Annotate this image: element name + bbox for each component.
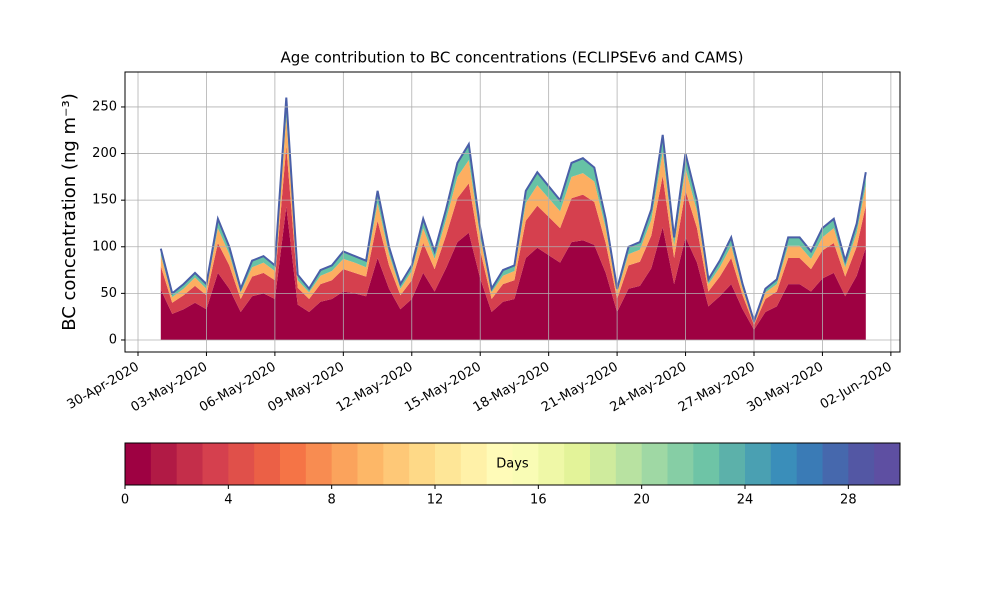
colorbar-tick-label: 4 bbox=[224, 493, 232, 508]
colorbar-swatch bbox=[848, 443, 875, 485]
colorbar-swatch bbox=[796, 443, 823, 485]
area-layer bbox=[160, 206, 866, 340]
chart-title: Age contribution to BC concentrations (E… bbox=[281, 49, 744, 67]
colorbar-swatch bbox=[409, 443, 436, 485]
x-tick-label: 02-Jun-2020 bbox=[818, 360, 895, 413]
x-tick-label: 24-May-2020 bbox=[608, 360, 690, 416]
x-tick-label: 06-May-2020 bbox=[197, 360, 279, 416]
colorbar-tick-label: 16 bbox=[530, 493, 547, 508]
colorbar-swatch bbox=[590, 443, 617, 485]
colorbar-swatch bbox=[615, 443, 643, 485]
colorbar-swatch bbox=[874, 443, 901, 485]
colorbar-swatch bbox=[254, 443, 281, 485]
colorbar-swatch bbox=[693, 443, 720, 485]
colorbar-swatch bbox=[383, 443, 410, 485]
colorbar-swatch bbox=[280, 443, 307, 485]
colorbar-tick-label: 24 bbox=[737, 493, 754, 508]
y-tick-label: 100 bbox=[92, 239, 117, 254]
x-tick-label: 30-May-2020 bbox=[745, 360, 827, 416]
y-axis-label: BC concentration (ng m⁻³) bbox=[59, 93, 80, 331]
colorbar-swatch bbox=[228, 443, 255, 485]
x-tick-label: 27-May-2020 bbox=[676, 360, 758, 416]
x-tick-label: 15-May-2020 bbox=[402, 360, 484, 416]
colorbar-swatch bbox=[822, 443, 849, 485]
colorbar-tick-label: 8 bbox=[328, 493, 336, 508]
colorbar-swatch bbox=[357, 443, 384, 485]
x-tick-label: 03-May-2020 bbox=[129, 360, 211, 416]
colorbar-swatch bbox=[150, 443, 178, 485]
colorbar-tick-label: 20 bbox=[633, 493, 650, 508]
x-tick-label: 12-May-2020 bbox=[334, 360, 416, 416]
colorbar-swatch bbox=[435, 443, 462, 485]
y-tick-label: 0 bbox=[109, 332, 117, 347]
colorbar-tick-label: 12 bbox=[427, 493, 444, 508]
y-tick-label: 200 bbox=[92, 146, 117, 161]
colorbar-swatch bbox=[486, 443, 513, 485]
colorbar-swatch bbox=[305, 443, 333, 485]
colorbar-frame bbox=[124, 442, 901, 486]
colorbar-swatch bbox=[202, 443, 229, 485]
y-tick-label: 50 bbox=[100, 286, 117, 301]
colorbar-swatch bbox=[125, 443, 152, 485]
y-tick-label: 250 bbox=[92, 99, 117, 114]
y-tick-label: 150 bbox=[92, 193, 117, 208]
colorbar-swatch bbox=[770, 443, 798, 485]
colorbar-swatch bbox=[745, 443, 772, 485]
colorbar-swatch bbox=[331, 443, 358, 485]
colorbar-swatch bbox=[176, 443, 203, 485]
top-line bbox=[159, 97, 867, 325]
colorbar-tick-label: 28 bbox=[840, 493, 857, 508]
colorbar-tick-label: 0 bbox=[121, 493, 129, 508]
colorbar-swatch bbox=[512, 443, 539, 485]
colorbar-swatch bbox=[667, 443, 694, 485]
x-tick-label: 18-May-2020 bbox=[471, 360, 553, 416]
plot-frame bbox=[124, 71, 901, 353]
area-layer bbox=[160, 117, 866, 326]
colorbar-swatch bbox=[719, 443, 746, 485]
colorbar-swatch bbox=[641, 443, 668, 485]
x-tick-label: 21-May-2020 bbox=[539, 360, 621, 416]
colorbar-label: Days bbox=[496, 457, 529, 472]
colorbar-swatch bbox=[538, 443, 565, 485]
colorbar-swatch bbox=[564, 443, 591, 485]
area-layer bbox=[160, 146, 866, 330]
colorbar-swatch bbox=[460, 443, 488, 485]
x-tick-label: 09-May-2020 bbox=[265, 360, 347, 416]
